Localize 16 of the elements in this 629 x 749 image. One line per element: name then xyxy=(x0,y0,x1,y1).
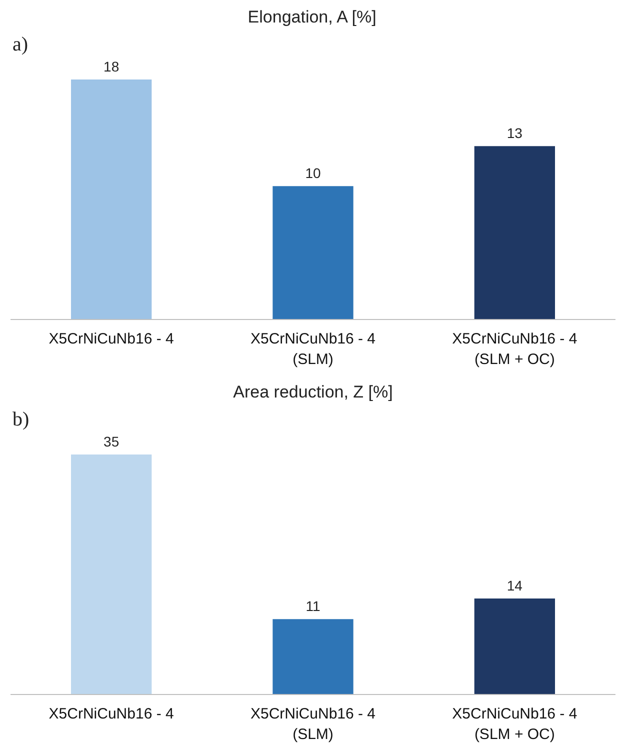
data-label: 13 xyxy=(506,125,523,142)
text: b) xyxy=(12,408,30,430)
x-tick-label: X5CrNiCuNb16 - 4 (SLM) xyxy=(250,706,376,743)
chart-title: Area reduction, Z [%] xyxy=(233,382,393,402)
text: a) xyxy=(12,34,28,56)
data-label: 14 xyxy=(506,578,523,594)
x-tick-label: X5CrNiCuNb16 - 4 xyxy=(48,706,174,722)
data-label: 18 xyxy=(104,58,120,74)
data-label: 10 xyxy=(305,165,321,182)
data-label: 35 xyxy=(104,434,120,450)
x-tick-label: X5CrNiCuNb16 - 4 (SLM) xyxy=(250,330,376,368)
x-tick-label: X5CrNiCuNb16 - 4 (SLM + OC) xyxy=(452,330,578,368)
x-tick-label: X5CrNiCuNb16 - 4 xyxy=(48,330,174,348)
x-tick-label: X5CrNiCuNb16 - 4 (SLM + OC) xyxy=(452,706,578,743)
data-label: 11 xyxy=(306,598,320,614)
chart-title: Elongation, A [%] xyxy=(248,8,376,26)
